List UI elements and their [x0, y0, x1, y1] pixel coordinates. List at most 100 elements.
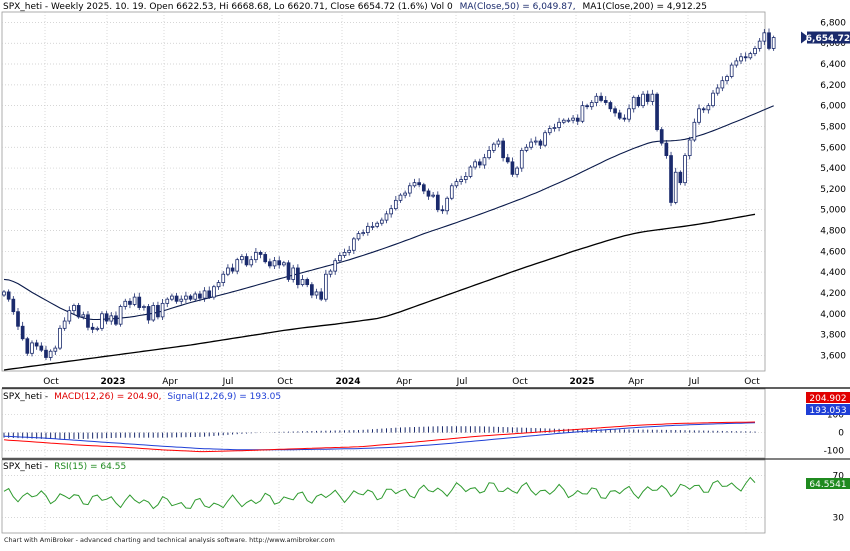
- price-title: SPX_heti - Weekly 2025. 10. 19. Open 662…: [3, 2, 707, 12]
- candle-up: [30, 342, 34, 354]
- candle-up: [123, 300, 128, 307]
- candle-down: [137, 296, 142, 308]
- candle-up: [641, 93, 645, 107]
- time-tick-label: Jul: [222, 377, 234, 387]
- candle-up: [519, 149, 524, 169]
- candle-up: [375, 222, 380, 227]
- candle-up: [729, 64, 734, 77]
- candle-up: [240, 256, 244, 261]
- candle-up: [762, 32, 767, 42]
- time-tick-label: Oct: [512, 377, 528, 387]
- candle-up: [697, 108, 701, 123]
- candle-up: [673, 171, 678, 203]
- candle-up: [398, 194, 403, 201]
- candle-up: [291, 267, 296, 280]
- candle-down: [263, 254, 268, 263]
- candle-up: [725, 76, 729, 82]
- candle-up: [365, 225, 370, 234]
- candle-up: [515, 167, 519, 175]
- candle-up: [282, 262, 286, 266]
- candle-up: [589, 102, 594, 108]
- candle-up: [361, 232, 366, 235]
- candle-up: [631, 96, 636, 110]
- candle-up: [463, 176, 468, 180]
- candle-up: [370, 225, 375, 228]
- candle-up: [407, 185, 412, 194]
- macd-line: [3, 421, 756, 453]
- candle-up: [67, 310, 72, 322]
- price-tick-label: 5,000: [820, 206, 846, 216]
- candle-up: [165, 298, 170, 304]
- candle-down: [477, 161, 482, 166]
- time-tick-label: Oct: [744, 377, 760, 387]
- candle-up: [132, 296, 137, 305]
- time-tick-label: Jul: [688, 377, 700, 387]
- rsi-tick-label: 30: [833, 513, 845, 523]
- candle-up: [692, 121, 697, 141]
- candle-down: [20, 325, 25, 340]
- time-tick-label: Jul: [456, 377, 468, 387]
- candle-down: [6, 291, 11, 300]
- candle-down: [617, 112, 622, 119]
- candle-up: [328, 270, 333, 275]
- rsi-legend: RSI(15) = 64.55: [54, 462, 126, 472]
- candle-up: [459, 179, 463, 183]
- ma200-legend: MA1(Close,200) = 4,912.25: [582, 2, 707, 12]
- candle-down: [435, 194, 440, 211]
- candle-down: [622, 117, 627, 120]
- ma50-legend: MA(Close,50) = 6,049.87,: [460, 2, 576, 12]
- candle-down: [188, 295, 193, 300]
- candle-up: [235, 259, 240, 272]
- candle-down: [11, 298, 16, 313]
- candle-down: [146, 306, 151, 321]
- candle-up: [226, 267, 230, 275]
- candle-down: [585, 105, 589, 108]
- candle-down: [664, 142, 669, 156]
- time-tick-label: Apr: [396, 377, 412, 387]
- candle-down: [575, 117, 580, 122]
- candle-up: [72, 305, 76, 312]
- candle-down: [659, 129, 664, 144]
- candle-up: [389, 208, 394, 215]
- candle-up: [748, 53, 753, 59]
- candle-up: [403, 192, 408, 196]
- candle-up: [561, 119, 566, 123]
- price-tick-label: 6,800: [820, 18, 846, 28]
- candle-down: [198, 293, 202, 299]
- candle-down: [440, 209, 445, 212]
- candle-down: [426, 190, 431, 197]
- candle-down: [156, 305, 160, 318]
- candle-up: [356, 233, 361, 240]
- candle-up: [351, 238, 356, 251]
- candle-up: [412, 182, 417, 187]
- time-tick-label: 2023: [100, 377, 125, 387]
- candle-up: [482, 157, 487, 166]
- axis-layer: 3,600 3,800 4,000 4,200 4,400 4,600 4,800 5,000…: [43, 18, 850, 523]
- candle-down: [767, 32, 771, 49]
- candle-up: [202, 290, 207, 299]
- candle-up: [100, 313, 104, 329]
- time-tick-label: Apr: [162, 377, 178, 387]
- price-tick-label: 4,200: [820, 289, 846, 299]
- price-tick-label: 6,200: [820, 81, 846, 91]
- candle-down: [296, 267, 300, 286]
- candle-down: [319, 291, 324, 300]
- price-tick-label: 4,400: [820, 268, 846, 278]
- price-badge-arrow: [801, 31, 809, 44]
- candle-up: [272, 260, 277, 267]
- candle-up: [53, 347, 58, 352]
- candle-up: [594, 95, 599, 103]
- time-tick-label: Oct: [43, 377, 59, 387]
- candle-up: [543, 132, 547, 146]
- candle-down: [510, 161, 515, 175]
- price-panel: [2, 28, 776, 371]
- candle-down: [305, 279, 310, 286]
- candle-down: [25, 338, 30, 354]
- candle-up: [757, 40, 762, 49]
- candle-up: [771, 37, 776, 49]
- price-tick-label: 5,400: [820, 164, 846, 174]
- candle-up: [151, 305, 156, 321]
- candle-up: [48, 350, 53, 358]
- candle-up: [720, 80, 725, 89]
